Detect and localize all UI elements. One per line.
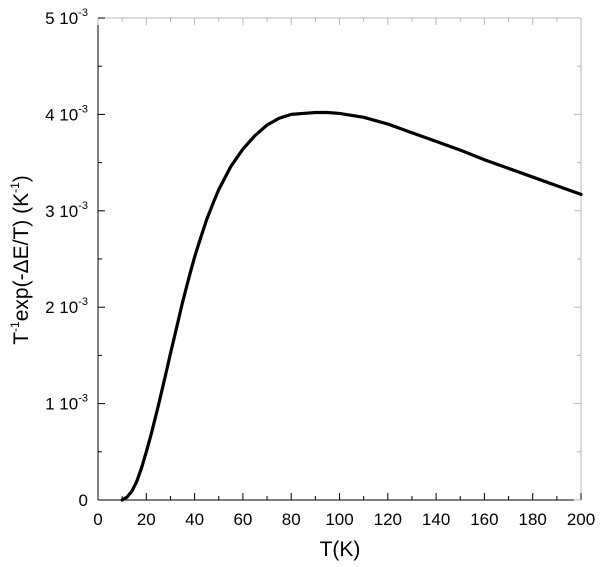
x-tick-label: 180 xyxy=(519,510,547,529)
y-tick-label: 0 xyxy=(79,491,88,510)
y-axis-label-base: T xyxy=(10,332,33,345)
plot-frame xyxy=(97,17,582,501)
y-axis-label: T-1exp(-ΔE/T) (K-1) xyxy=(8,175,33,345)
y-tick-label: 1 10-3 xyxy=(45,393,88,414)
x-ticks xyxy=(97,18,582,500)
x-tick-label: 200 xyxy=(567,510,595,529)
series-line-0 xyxy=(120,110,583,502)
x-tick-label: 40 xyxy=(185,510,204,529)
series-layer xyxy=(120,110,583,502)
x-tick-label: 60 xyxy=(233,510,252,529)
x-tick-label: 80 xyxy=(282,510,301,529)
y-tick-label: 2 10-3 xyxy=(45,296,88,317)
y-axis-label-end: ) xyxy=(10,175,33,182)
x-tick-label: 20 xyxy=(137,510,156,529)
y-ticks xyxy=(98,17,581,501)
x-tick-labels: 0 20 40 60 80 100 120 140 160 180 200 xyxy=(93,510,595,529)
x-tick-label: 140 xyxy=(422,510,450,529)
x-tick-label: 160 xyxy=(470,510,498,529)
y-axis-label-mid: exp(-ΔE/T) (K xyxy=(10,193,33,321)
y-tick-labels: 0 1 10-3 2 10-3 3 10-3 4 10-3 5 10-3 xyxy=(45,7,88,510)
x-tick-label: 100 xyxy=(325,510,353,529)
y-tick-label: 3 10-3 xyxy=(45,200,88,221)
y-tick-label: 4 10-3 xyxy=(45,103,88,124)
x-tick-label: 0 xyxy=(93,510,102,529)
y-axis-label-sup2: -1 xyxy=(8,182,22,193)
x-axis-label: T(K) xyxy=(320,538,361,561)
x-tick-label: 120 xyxy=(374,510,402,529)
y-axis-label-sup1: -1 xyxy=(8,321,22,332)
y-tick-label: 5 10-3 xyxy=(45,7,88,28)
